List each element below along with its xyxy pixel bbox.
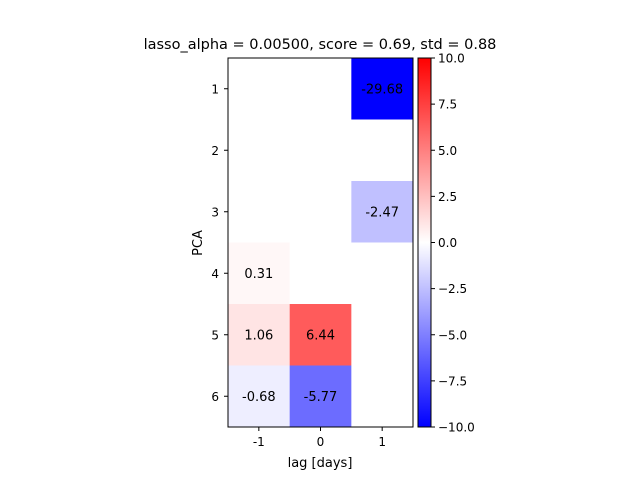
x-axis: -1 0 1 bbox=[253, 427, 386, 449]
colorbar-tick-label: −7.5 bbox=[438, 374, 467, 388]
y-tick-label: 5 bbox=[211, 328, 219, 342]
colorbar-tick-label: 7.5 bbox=[438, 98, 457, 112]
colorbar-tick-label: −5.0 bbox=[438, 328, 467, 342]
heatmap-cells: -29.68 -2.47 0.31 1.06 6.44 -0.68 -5.77 bbox=[228, 58, 414, 427]
cell-value-label: 6.44 bbox=[306, 328, 335, 343]
y-axis: 1 2 3 4 5 6 bbox=[211, 82, 228, 404]
heatmap-cell bbox=[228, 365, 290, 427]
cell-value-label: 0.31 bbox=[244, 267, 273, 282]
x-tick-label: 0 bbox=[317, 435, 325, 449]
colorbar-tick-label: 10.0 bbox=[438, 52, 465, 66]
y-tick-label: 6 bbox=[211, 390, 219, 404]
colorbar-gradient bbox=[417, 57, 432, 428]
x-tick-label: 1 bbox=[378, 435, 386, 449]
colorbar: 10.0 7.5 5.0 2.5 0.0 −2.5 −5.0 −7.5 −10.0 bbox=[417, 52, 475, 435]
heatmap-cell bbox=[228, 304, 290, 366]
colorbar-tick-label: 5.0 bbox=[438, 144, 457, 158]
cell-value-label: -5.77 bbox=[304, 390, 338, 405]
colorbar-tick-label: 0.0 bbox=[438, 236, 457, 250]
y-tick-label: 2 bbox=[211, 144, 219, 158]
cell-value-label: -29.68 bbox=[361, 82, 403, 97]
heatmap-cell bbox=[228, 242, 290, 304]
colorbar-tick-label: −2.5 bbox=[438, 282, 467, 296]
x-tick-label: -1 bbox=[253, 435, 265, 449]
colorbar-tick-label: 2.5 bbox=[438, 190, 457, 204]
y-tick-label: 1 bbox=[211, 82, 219, 96]
heatmap-cell bbox=[289, 365, 352, 427]
x-axis-label: lag [days] bbox=[288, 456, 353, 471]
chart-title: lasso_alpha = 0.00500, score = 0.69, std… bbox=[144, 37, 497, 53]
heatmap-cell bbox=[351, 58, 414, 120]
colorbar-tick-label: −10.0 bbox=[438, 421, 475, 435]
cell-value-label: 1.06 bbox=[244, 328, 273, 343]
heatmap-cell bbox=[289, 304, 352, 366]
heatmap-cell bbox=[351, 181, 414, 243]
cell-value-label: -2.47 bbox=[365, 205, 399, 220]
y-tick-label: 4 bbox=[211, 267, 219, 281]
y-tick-label: 3 bbox=[211, 205, 219, 219]
y-axis-label: PCA bbox=[191, 230, 206, 256]
cell-value-label: -0.68 bbox=[242, 390, 276, 405]
